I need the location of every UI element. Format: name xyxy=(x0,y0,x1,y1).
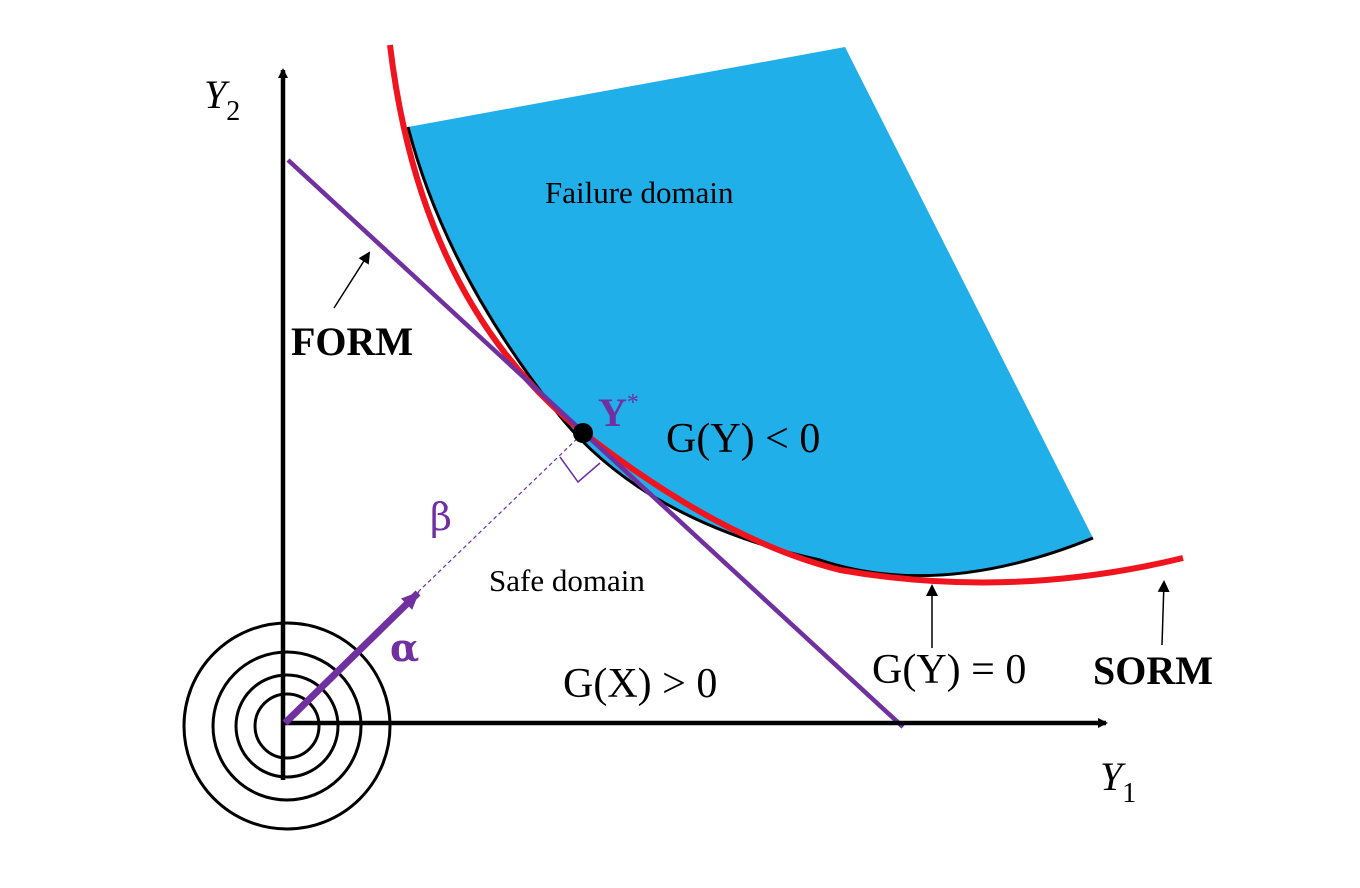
contour-circle xyxy=(182,621,392,831)
contour-circle xyxy=(253,692,321,760)
y1-axis-label: Y1 xyxy=(1100,754,1136,809)
limit-state-label: G(Y) = 0 xyxy=(872,647,1026,693)
form-pointer-arrow xyxy=(333,251,371,309)
probability-contours xyxy=(182,621,392,831)
safe-domain-label: Safe domain xyxy=(489,563,645,598)
sorm-curve xyxy=(387,44,1184,586)
failure-domain-region xyxy=(408,47,1093,576)
sorm-pointer-arrow xyxy=(1157,580,1170,646)
alpha-label: α xyxy=(390,625,419,670)
form-label: FORM xyxy=(291,319,413,364)
safe-condition-label: G(X) > 0 xyxy=(563,661,717,707)
y2-axis-label: Y2 xyxy=(204,72,240,127)
beta-distance-line xyxy=(417,432,584,593)
failure-domain-label: Failure domain xyxy=(545,175,734,210)
design-point-label: Y* xyxy=(598,390,639,435)
design-point-marker xyxy=(573,423,593,443)
form-line xyxy=(286,158,905,729)
right-angle-marker xyxy=(559,456,601,484)
contour-circle xyxy=(234,673,340,779)
sorm-label: SORM xyxy=(1093,648,1213,693)
failure-condition-label: G(Y) < 0 xyxy=(666,416,820,462)
alpha-vector xyxy=(282,590,421,726)
contour-circle xyxy=(211,650,363,802)
beta-label: β xyxy=(430,495,452,539)
